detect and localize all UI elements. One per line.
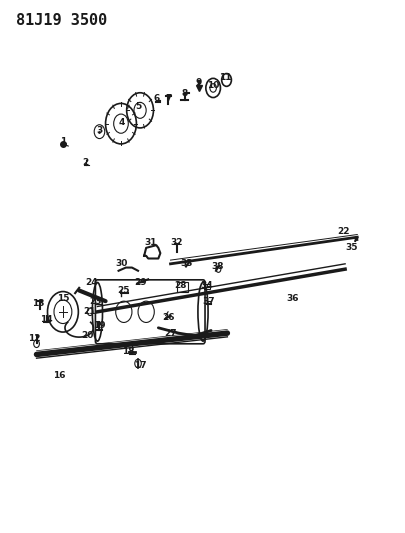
Text: 25: 25 bbox=[117, 286, 130, 295]
Text: 23: 23 bbox=[89, 297, 101, 305]
Text: 26: 26 bbox=[162, 313, 174, 321]
Text: 17: 17 bbox=[133, 361, 146, 369]
Text: 22: 22 bbox=[336, 228, 348, 236]
Text: 6: 6 bbox=[153, 94, 159, 103]
Text: 36: 36 bbox=[286, 294, 298, 303]
Text: 11: 11 bbox=[219, 73, 231, 82]
Text: 14: 14 bbox=[40, 316, 53, 324]
Text: 30: 30 bbox=[115, 260, 128, 268]
Text: 8: 8 bbox=[181, 89, 188, 98]
Text: 19: 19 bbox=[93, 321, 106, 329]
Text: 27: 27 bbox=[164, 329, 177, 337]
Text: 15: 15 bbox=[57, 294, 69, 303]
Text: 38: 38 bbox=[211, 262, 223, 271]
Text: 34: 34 bbox=[200, 281, 213, 289]
Text: 33: 33 bbox=[180, 260, 192, 268]
Text: 32: 32 bbox=[170, 238, 182, 247]
Text: 37: 37 bbox=[202, 297, 215, 305]
Text: 9: 9 bbox=[195, 78, 202, 87]
Text: 24: 24 bbox=[85, 278, 98, 287]
Text: 12: 12 bbox=[28, 334, 40, 343]
Text: 31: 31 bbox=[144, 238, 156, 247]
Text: 29: 29 bbox=[133, 278, 146, 287]
Text: 21: 21 bbox=[83, 308, 95, 316]
Text: 13: 13 bbox=[32, 300, 45, 308]
Text: 7: 7 bbox=[165, 94, 171, 103]
Text: 28: 28 bbox=[174, 281, 186, 289]
Text: 4: 4 bbox=[118, 118, 125, 127]
Text: 2: 2 bbox=[82, 158, 88, 167]
Text: 35: 35 bbox=[344, 244, 356, 252]
Text: 18: 18 bbox=[122, 348, 134, 356]
Text: 81J19 3500: 81J19 3500 bbox=[16, 13, 107, 28]
Text: 3: 3 bbox=[96, 126, 102, 135]
Text: 1: 1 bbox=[60, 137, 66, 146]
Text: 5: 5 bbox=[134, 102, 141, 111]
Text: 20: 20 bbox=[81, 332, 93, 340]
Text: 10: 10 bbox=[207, 81, 219, 90]
Text: 16: 16 bbox=[53, 372, 65, 380]
